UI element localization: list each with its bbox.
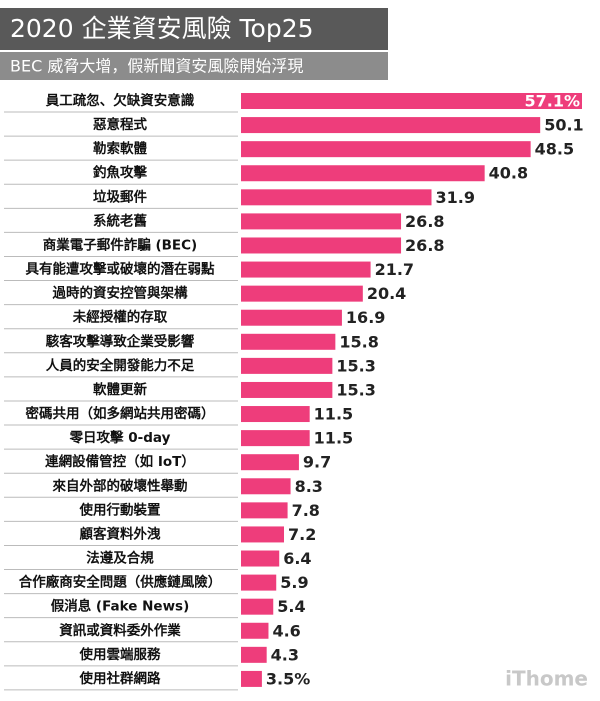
bar [241,526,284,543]
value-label: 50.1 [544,116,583,135]
category-label: 顧客資料外洩 [80,525,161,542]
value-label: 15.8 [339,332,378,351]
watermark: iThome [505,667,588,691]
category-label: 系統老舊 [93,212,147,229]
chart-title: 2020 企業資安風險 Top25 [10,14,314,43]
bar [241,141,531,158]
bar [241,165,485,182]
value-label: 26.8 [405,212,444,231]
title-box [0,8,388,50]
subtitle-box [0,52,388,80]
bar [241,237,402,254]
value-label: 11.5 [314,405,353,424]
category-label: 來自外部的破壞性舉動 [53,477,188,494]
category-label: 合作廠商安全問題（供應鏈風險） [19,574,222,591]
value-label: 16.9 [346,308,385,327]
value-label: 7.8 [292,501,320,520]
value-label: 4.6 [272,621,300,640]
bar [241,670,262,687]
category-label: 未經授權的存取 [73,309,168,326]
category-label: 勒索軟體 [93,140,147,157]
value-label: 4.3 [271,645,299,664]
bar [241,622,269,639]
value-label: 3.5% [266,669,310,688]
bar [241,646,267,663]
bar [241,189,432,206]
bar [241,454,299,471]
bar [241,430,310,447]
bar [241,574,277,591]
value-label: 26.8 [405,236,444,255]
value-label: 48.5 [535,140,574,159]
category-label: 使用雲端服務 [79,646,161,663]
value-label: 20.4 [367,284,406,303]
bar [241,285,363,302]
value-label: 9.7 [303,453,331,472]
bar [241,309,342,326]
category-label: 連網設備管控（如 IoT） [45,453,195,470]
value-label: 7.2 [288,525,316,544]
bar [241,381,333,398]
value-label: 6.4 [283,549,311,568]
value-label: 11.5 [314,429,353,448]
bar [241,598,274,615]
value-label: 15.3 [336,380,375,399]
bar [241,478,291,495]
chart-subtitle: BEC 威脅大增，假新聞資安風險開始浮現 [10,57,303,76]
category-label: 惡意程式 [93,116,147,133]
category-label: 垃圾郵件 [93,188,147,205]
category-label: 釣魚攻擊 [93,164,147,181]
category-label: 資訊或資料委外作業 [59,622,181,639]
category-label: 密碼共用（如多網站共用密碼） [25,405,215,422]
value-label: 15.3 [336,356,375,375]
category-label: 過時的資安控管與架構 [52,285,188,302]
category-label: 法遵及合規 [86,550,154,567]
value-label: 8.3 [295,477,323,496]
category-label: 具有能遭攻擊或破壞的潛在弱點 [25,261,215,278]
value-label: 21.7 [375,260,414,279]
bar [241,261,371,278]
value-label: 5.9 [280,573,308,592]
bar [241,406,310,423]
bar [241,117,541,134]
category-label: 軟體更新 [93,381,147,398]
bar [241,93,582,109]
category-label: 使用行動裝置 [79,501,161,518]
category-label: 使用社群網路 [79,670,161,687]
bar [241,213,402,230]
bar [241,502,288,519]
category-label: 零日攻擊 0-day [69,429,171,446]
value-label: 40.8 [489,164,528,183]
value-label: 5.4 [277,597,305,616]
category-label: 商業電子郵件詐騙 (BEC) [43,236,197,253]
bar [241,550,280,567]
category-label: 駭客攻擊導致企業受影響 [46,333,195,350]
category-label: 員工疏忽、欠缺資安意識 [46,92,195,109]
category-label: 假消息 (Fake News) [51,598,190,615]
bar [241,357,333,374]
value-label: 31.9 [436,188,475,207]
category-label: 人員的安全開發能力不足 [46,357,195,374]
value-label: 57.1% [524,92,580,111]
bar [241,333,336,350]
